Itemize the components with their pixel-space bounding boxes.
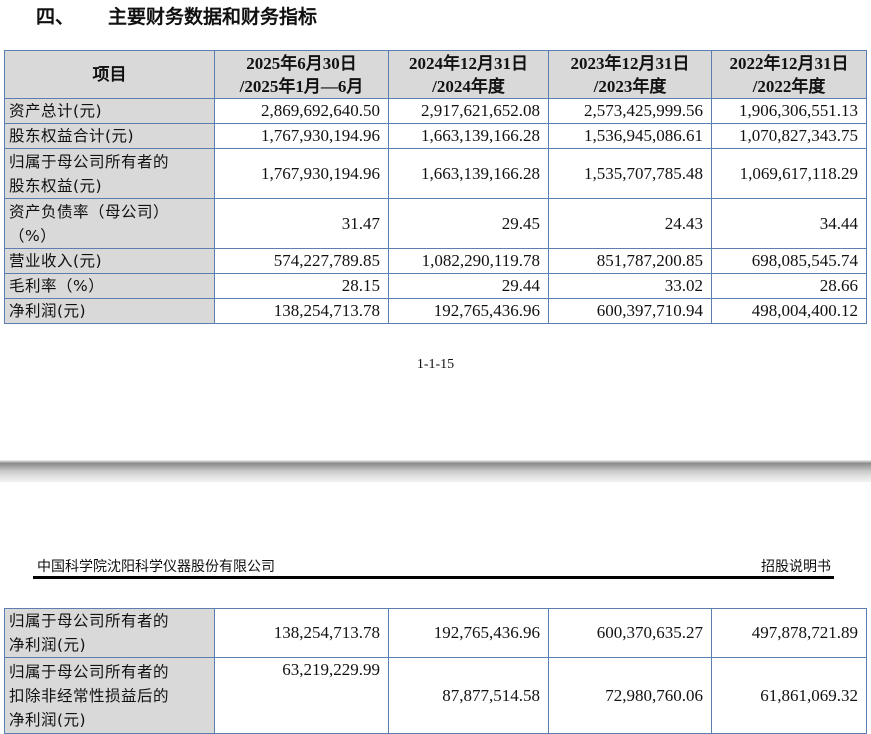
- cell-value: 698,085,545.74: [711, 248, 867, 274]
- cell-value: 1,070,827,343.75: [711, 123, 867, 149]
- row-label: 股东权益合计(元): [4, 123, 215, 149]
- row-label: 归属于母公司所有者的 股东权益(元): [4, 148, 215, 199]
- cell-value: 498,004,400.12: [711, 298, 867, 324]
- cell-value: 1,767,930,194.96: [214, 148, 389, 199]
- table-row: 净利润(元) 138,254,713.78 192,765,436.96 600,39…: [4, 298, 867, 324]
- header-rule: [33, 576, 834, 579]
- table-row: 归属于母公司所有者的 净利润(元) 138,254,713.78 192,765,43…: [4, 608, 867, 658]
- cell-value: 28.15: [214, 273, 389, 299]
- row-label: 营业收入(元): [4, 248, 215, 274]
- table-row: 毛利率（%） 28.15 29.44 33.02 28.66: [4, 273, 867, 299]
- cell-value: 138,254,713.78: [214, 608, 389, 658]
- table-row: 营业收入(元) 574,227,789.85 1,082,290,119.78 851…: [4, 248, 867, 274]
- table-header-row: 项目 2025年6月30日/2025年1月—6月 2024年12月31日/202…: [4, 50, 867, 99]
- cell-value: 63,219,229.99: [214, 657, 389, 734]
- cell-value: 600,397,710.94: [548, 298, 712, 324]
- row-label: 资产总计(元): [4, 98, 215, 124]
- cell-value: 1,663,139,166.28: [388, 148, 549, 199]
- table-row: 归属于母公司所有者的 股东权益(元) 1,767,930,194.96 1,663,1…: [4, 148, 867, 199]
- header-2022: 2022年12月31日/2022年度: [711, 50, 867, 99]
- financial-table-continued: 归属于母公司所有者的 净利润(元) 138,254,713.78 192,765,43…: [4, 608, 867, 734]
- cell-value: 28.66: [711, 273, 867, 299]
- cell-value: 192,765,436.96: [388, 298, 549, 324]
- row-label: 资产负债率（母公司） （%）: [4, 198, 215, 249]
- cell-value: 574,227,789.85: [214, 248, 389, 274]
- cell-value: 2,573,425,999.56: [548, 98, 712, 124]
- cell-value: 33.02: [548, 273, 712, 299]
- cell-value: 851,787,200.85: [548, 248, 712, 274]
- cell-value: 2,917,621,652.08: [388, 98, 549, 124]
- cell-value: 1,535,707,785.48: [548, 148, 712, 199]
- page-divider: [0, 460, 871, 482]
- cell-value: 24.43: [548, 198, 712, 249]
- cell-value: 61,861,069.32: [711, 657, 867, 734]
- header-2023: 2023年12月31日/2023年度: [548, 50, 712, 99]
- cell-value: 72,980,760.06: [548, 657, 712, 734]
- cell-value: 1,082,290,119.78: [388, 248, 549, 274]
- header-2025: 2025年6月30日/2025年1月—6月: [214, 50, 389, 99]
- header-2024: 2024年12月31日/2024年度: [388, 50, 549, 99]
- row-label: 净利润(元): [4, 298, 215, 324]
- cell-value: 31.47: [214, 198, 389, 249]
- financial-table: 项目 2025年6月30日/2025年1月—6月 2024年12月31日/202…: [4, 50, 867, 324]
- document-type: 招股说明书: [761, 559, 831, 575]
- section-heading: 四、 主要财务数据和财务指标: [36, 6, 318, 28]
- cell-value: 2,869,692,640.50: [214, 98, 389, 124]
- cell-value: 29.45: [388, 198, 549, 249]
- row-label: 毛利率（%）: [4, 273, 215, 299]
- cell-value: 600,370,635.27: [548, 608, 712, 658]
- cell-value: 497,878,721.89: [711, 608, 867, 658]
- table-row: 归属于母公司所有者的 扣除非经常性损益后的 净利润(元) 63,219,229.99 8…: [4, 657, 867, 734]
- cell-value: 1,069,617,118.29: [711, 148, 867, 199]
- cell-value: 1,663,139,166.28: [388, 123, 549, 149]
- cell-value: 87,877,514.58: [388, 657, 549, 734]
- table-row: 资产负债率（母公司） （%） 31.47 29.45 24.43 34.44: [4, 198, 867, 249]
- page-number: 1-1-15: [416, 357, 455, 372]
- cell-value: 34.44: [711, 198, 867, 249]
- company-name: 中国科学院沈阳科学仪器股份有限公司: [37, 559, 275, 575]
- cell-value: 192,765,436.96: [388, 608, 549, 658]
- cell-value: 1,536,945,086.61: [548, 123, 712, 149]
- table-row: 股东权益合计(元) 1,767,930,194.96 1,663,139,166.2…: [4, 123, 867, 149]
- cell-value: 1,906,306,551.13: [711, 98, 867, 124]
- cell-value: 1,767,930,194.96: [214, 123, 389, 149]
- row-label: 归属于母公司所有者的 净利润(元): [4, 608, 215, 658]
- row-label: 归属于母公司所有者的 扣除非经常性损益后的 净利润(元): [4, 657, 215, 734]
- cell-value: 138,254,713.78: [214, 298, 389, 324]
- header-item: 项目: [4, 50, 215, 99]
- table-row: 资产总计(元) 2,869,692,640.50 2,917,621,652.08 2…: [4, 98, 867, 124]
- cell-value: 29.44: [388, 273, 549, 299]
